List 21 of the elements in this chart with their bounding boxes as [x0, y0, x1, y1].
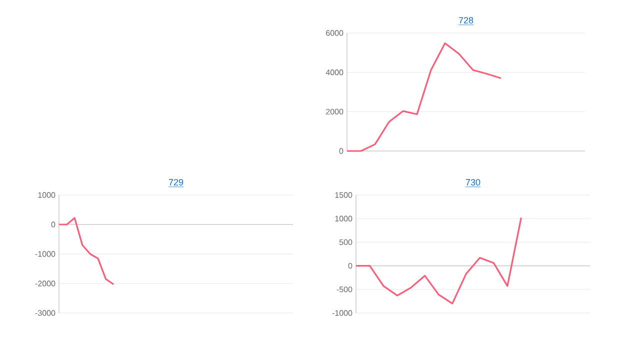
y-tick-label: -3000 [35, 310, 56, 316]
y-tick-label: 500 [339, 239, 352, 246]
chart-title: 729 [168, 179, 184, 186]
y-tick-label: 4000 [326, 70, 344, 76]
y-tick-label: 1000 [335, 216, 352, 222]
y-tick-label: 0 [51, 222, 56, 228]
line-series [58, 217, 114, 286]
line-series [355, 216, 522, 304]
y-tick-label: 1500 [335, 192, 352, 198]
y-tick-label: -2000 [35, 280, 56, 286]
y-tick-label: 0 [348, 262, 352, 269]
y-tick-label: 6000 [326, 30, 344, 36]
line-series [346, 42, 502, 152]
y-tick-label: 0 [339, 148, 344, 154]
y-tick-label: -1000 [332, 310, 352, 316]
y-tick-label: -1000 [35, 251, 56, 257]
y-tick-label: -500 [336, 286, 352, 292]
chart-title: 728 [458, 17, 474, 24]
y-tick-label: 2000 [326, 108, 344, 114]
y-tick-label: 1000 [38, 192, 56, 198]
chart-title: 730 [466, 179, 480, 186]
